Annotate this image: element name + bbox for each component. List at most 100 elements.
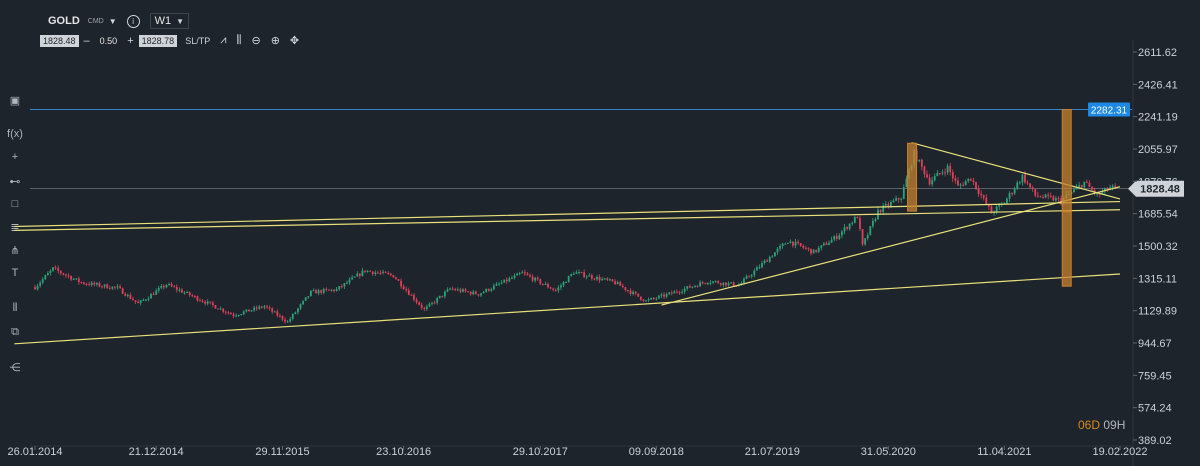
candle-body [670,292,673,294]
symbol-dropdown-icon[interactable]: ▼ [108,16,117,26]
crosshair-icon[interactable]: ✥ [289,35,300,47]
candle-body [418,302,421,305]
y-tick-label: 1870.76 [1138,176,1178,188]
candle-body [900,198,903,200]
layers-icon[interactable]: ⧉ [11,326,19,338]
candle-body [374,272,377,274]
line-chart-icon[interactable]: ⩘ [220,34,227,46]
candle-body [400,280,402,287]
candle-body [784,243,787,245]
line-tool-icon[interactable]: ⊷ [9,176,21,188]
candle-body [230,312,232,315]
candle-body [39,282,42,286]
drawings[interactable] [14,109,1121,345]
sell-price-button[interactable]: 1828.48 [40,34,79,47]
candle-body [98,283,101,287]
candle-body [492,285,495,290]
candle-body [1042,197,1044,199]
candle-body [132,298,134,301]
candle-body [701,282,704,284]
candle-body [240,314,243,316]
candle-body [173,286,176,288]
info-icon[interactable]: i [126,14,140,28]
candles-icon[interactable]: ⫼ [236,34,242,46]
candle-body [853,216,856,223]
candle-body [276,311,279,316]
zoom-out-icon[interactable]: ⊖ [251,35,261,47]
candle-body [531,276,534,281]
candle-body [317,290,320,294]
candle-body [139,300,142,304]
candle-body [1039,196,1042,198]
trend-line[interactable] [661,186,1121,306]
indicator-fx-icon[interactable]: f(x) [7,128,23,140]
range-box[interactable] [1061,211,1072,287]
candle-body [580,272,583,274]
candle-body [822,243,825,246]
y-tick-label: 759.45 [1138,370,1172,382]
rectangle-icon[interactable]: □ [11,198,19,210]
candle-body [1106,187,1109,190]
candle-body [150,294,152,299]
candle-body [678,292,681,294]
trend-line[interactable] [911,142,1121,200]
candle-body [49,270,52,274]
pitchfork-icon[interactable]: ⋔ [10,245,20,257]
candle-body [565,282,567,284]
candle-body [629,290,632,294]
lot-size-input[interactable]: 0.50 [99,35,118,46]
candle-body [482,291,485,294]
trend-line[interactable] [14,209,1121,231]
candle-body [464,289,467,292]
candle-body [85,284,88,286]
candle-body [160,286,163,289]
symbol-name[interactable]: GOLD [48,15,80,27]
range-box[interactable] [1061,109,1072,213]
candle-body [683,288,686,292]
candle-body [830,239,833,243]
candle-body [1016,182,1019,189]
timeframe-select[interactable]: W1 ▼ [149,13,190,29]
candle-body [774,252,776,257]
candle-body [941,172,944,174]
candle-body [691,286,694,288]
candle-body [467,291,470,293]
candle-body [297,308,299,313]
candle-body [356,273,359,277]
horizontal-level-tag [1088,102,1130,117]
zoom-in-icon[interactable]: ⊕ [270,35,280,47]
candle-body [634,291,637,294]
y-tick-label: 574.24 [1138,403,1172,415]
range-box[interactable] [907,142,918,212]
sltp-button[interactable]: SL/TP [185,35,211,46]
layout-icon[interactable]: ⫴ [12,302,18,314]
candle-body [688,286,691,288]
share-icon[interactable]: ⋲ [9,362,21,374]
candle-body [77,278,80,283]
candle-body [663,294,665,297]
crosshair-plus-icon[interactable]: + [11,151,19,163]
candle-body [1024,174,1026,183]
candle-body [949,165,952,173]
candle-body [882,205,885,212]
candle-body [304,297,307,301]
fibonacci-icon[interactable]: ≣ [10,222,20,234]
candle-body [526,273,529,275]
lot-increase-button[interactable]: + [127,34,134,47]
trend-line[interactable] [14,273,1121,345]
x-tick-label: 23.10.2016 [376,446,431,458]
candle-body [134,300,137,302]
trend-line[interactable] [14,200,1121,228]
lot-decrease-button[interactable]: – [83,34,90,47]
candle-body [954,178,957,181]
candle-body [227,312,230,314]
panel-icon[interactable]: ▣ [9,95,21,107]
candle-body [704,282,707,284]
candle-body [420,304,423,308]
candle-body [972,180,975,182]
buy-price-button[interactable]: 1828.78 [138,34,178,47]
candle-body [982,195,985,198]
text-tool-icon[interactable]: T [11,267,19,279]
candle-body [1088,182,1091,187]
